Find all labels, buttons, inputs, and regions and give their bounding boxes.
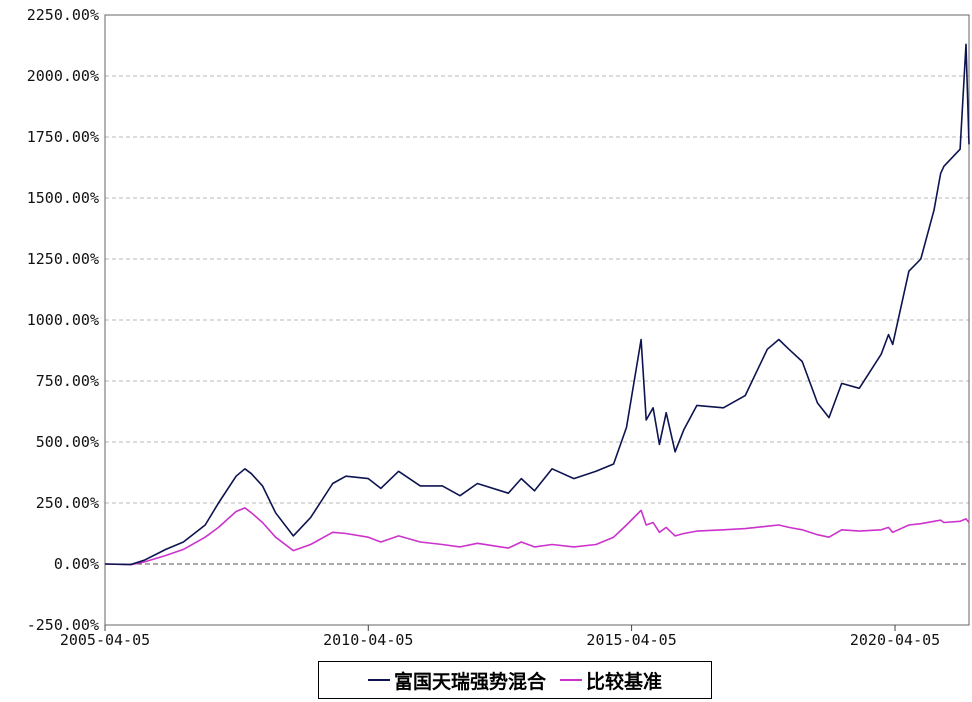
y-tick-label: 0.00%: [54, 555, 99, 573]
x-tick-label: 2020-04-05: [850, 631, 940, 649]
benchmark-line-swatch-icon: [560, 679, 582, 681]
legend-item-fund: 富国天瑞强势混合: [367, 667, 546, 694]
legend-label-fund: 富国天瑞强势混合: [393, 670, 546, 693]
grid-lines: [105, 75, 969, 565]
x-tick-label: 2015-04-05: [586, 631, 676, 649]
y-tick-label: 2000.00%: [27, 67, 99, 85]
legend-item-benchmark: 比较基准: [560, 667, 662, 694]
y-tick-label: 500.00%: [36, 433, 99, 451]
x-tick-label: 2005-04-05: [60, 631, 150, 649]
benchmark-series-line: [104, 507, 970, 566]
y-tick-label: 1000.00%: [27, 311, 99, 329]
series-lines: [104, 43, 970, 566]
legend-label-benchmark: 比较基准: [586, 670, 663, 693]
y-tick-label: 1750.00%: [27, 128, 99, 146]
y-tick-label: 2250.00%: [27, 6, 99, 24]
y-tick-label: 750.00%: [36, 372, 99, 390]
y-tick-label: 250.00%: [36, 494, 99, 512]
x-axis-ticks: 2005-04-05 2010-04-05 2015-04-05 2020-04-05: [60, 625, 940, 649]
fund-series-line: [104, 43, 970, 566]
legend: 富国天瑞强势混合 比较基准: [318, 661, 712, 699]
y-axis-labels: -250.00% 0.00% 250.00% 500.00% 750.00% 1000.0…: [27, 6, 99, 634]
y-tick-label: 1500.00%: [27, 189, 99, 207]
fund-line-swatch-icon: [367, 679, 390, 681]
y-tick-label: 1250.00%: [27, 250, 99, 268]
x-tick-label: 2010-04-05: [323, 631, 413, 649]
y-tick-label: -250.00%: [27, 616, 99, 634]
plot-area-frame: [104, 14, 970, 626]
